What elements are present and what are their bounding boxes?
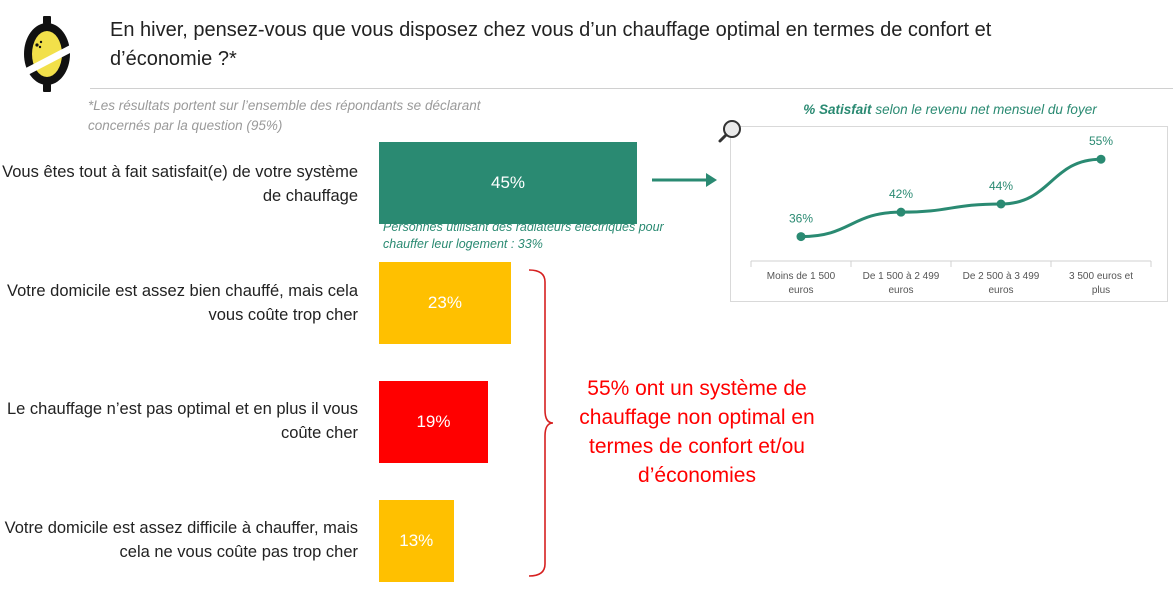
x-tick-label: 3 500 euros et [1069,271,1133,282]
bar-not-optimal: 19% [379,381,488,463]
data-point [1096,154,1106,164]
magnifier-icon [718,120,741,143]
electric-radiators-note: Personnes utilisant des radiateurs élect… [383,220,664,251]
bar-label-hard-to-heat: Votre domicile est assez difficile à cha… [4,519,358,561]
bar-label-satisfied: Vous êtes tout à fait satisfait(e) de vo… [2,163,358,205]
data-point [796,232,806,242]
title-divider [90,88,1173,89]
bar-value-label: 19% [416,412,451,431]
bar-label-too-expensive: Votre domicile est assez bien chauffé, m… [7,282,358,324]
data-label: 42% [889,187,913,201]
bar-label-not-optimal: Le chauffage n’est pas optimal et en plu… [6,400,358,442]
data-label: 36% [789,212,813,226]
income-line-chart: 36% 42% 44% 55% Moins de 1 500 euros De 1 500 … [730,126,1168,302]
bar-value-label: 23% [427,293,462,312]
non-optimal-callout: 55% ont un système de chauffage non opti… [579,377,815,487]
x-tick-label: euros [988,285,1013,296]
bar-satisfied: 45% [379,142,637,224]
series-line [800,157,1102,239]
data-label: 44% [989,179,1013,193]
bracket-icon [528,269,554,577]
line-chart-canvas: 36% 42% 44% 55% Moins de 1 500 euros De 1 500 … [750,134,1152,296]
page-title: En hiver, pensez-vous que vous disposez … [110,19,992,70]
data-point [996,199,1006,209]
x-tick-label: euros [888,285,913,296]
x-tick-label: De 2 500 à 3 499 [963,271,1040,282]
data-label: 55% [1089,134,1113,148]
bar-too-expensive: 23% [379,262,511,344]
bar-hard-to-heat: 13% [379,500,454,582]
x-tick-label: De 1 500 à 2 499 [863,271,940,282]
data-point [896,207,906,217]
brand-logo [22,16,72,92]
bar-value-label: 13% [399,531,434,550]
arrow-right-icon [652,173,717,187]
x-tick-label: euros [788,285,813,296]
line-chart-title: % Satisfait selon le revenu net mensuel … [803,102,1097,117]
bar-value-label: 45% [490,173,526,192]
footnote: *Les résultats portent sur l’ensemble de… [88,98,481,133]
x-tick-label: plus [1092,285,1110,296]
x-tick-label: Moins de 1 500 [767,271,836,282]
